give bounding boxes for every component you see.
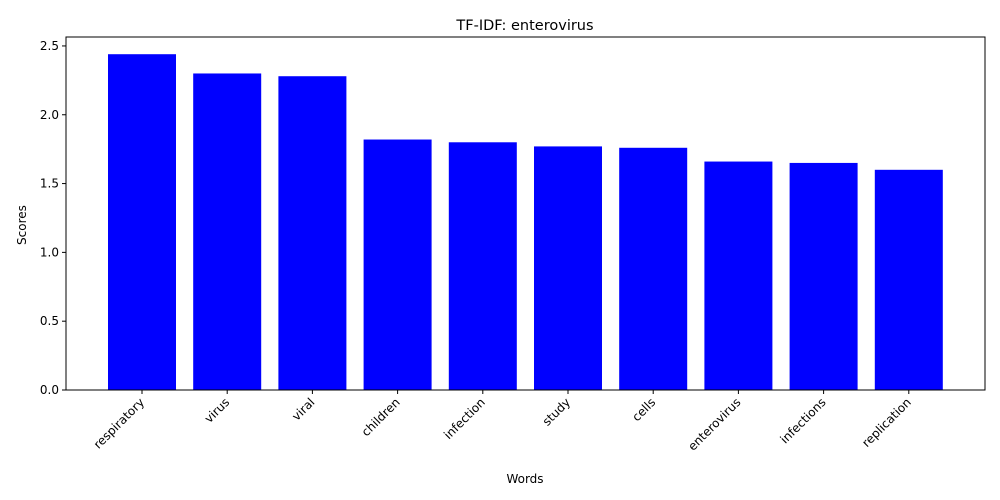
plot-frame: [65, 36, 986, 391]
bar-respiratory: [108, 54, 176, 390]
y-tick-label: 1.5: [40, 177, 59, 191]
chart-title: TF-IDF: enterovirus: [455, 18, 593, 34]
x-tick-label: cells: [629, 395, 658, 424]
bar-study: [534, 146, 602, 390]
bar-enterovirus: [704, 161, 773, 390]
y-tick-label: 0.5: [40, 314, 59, 328]
x-axis: respiratory virus viral children infection st…: [91, 390, 914, 453]
bar-virus: [193, 73, 262, 390]
y-axis-label: Scores: [15, 205, 29, 245]
y-tick-label: 2.0: [40, 108, 59, 122]
x-tick-label: enterovirus: [685, 395, 743, 453]
bar-infections: [789, 162, 858, 390]
x-tick-label: virus: [202, 395, 233, 426]
bars-group: [108, 54, 943, 390]
bar-infection: [448, 142, 517, 390]
bar-children: [363, 139, 432, 390]
y-tick-label: 2.5: [40, 39, 59, 53]
x-tick-label: study: [540, 395, 573, 428]
x-tick-label: children: [359, 395, 403, 439]
x-tick-label: replication: [859, 395, 914, 450]
x-tick-label: viral: [289, 395, 317, 423]
x-axis-label: Words: [506, 472, 543, 486]
x-tick-label: infections: [778, 395, 829, 446]
y-tick-label: 1.0: [40, 245, 59, 259]
y-axis: 0.0 0.5 1.0 1.5 2.0 2.5: [40, 39, 66, 397]
x-tick-label: infection: [441, 395, 488, 442]
x-tick-label: respiratory: [91, 395, 147, 451]
bar-replication: [874, 169, 943, 390]
bar-viral: [278, 76, 347, 390]
bar-cells: [619, 147, 688, 390]
y-tick-label: 0.0: [40, 383, 59, 397]
